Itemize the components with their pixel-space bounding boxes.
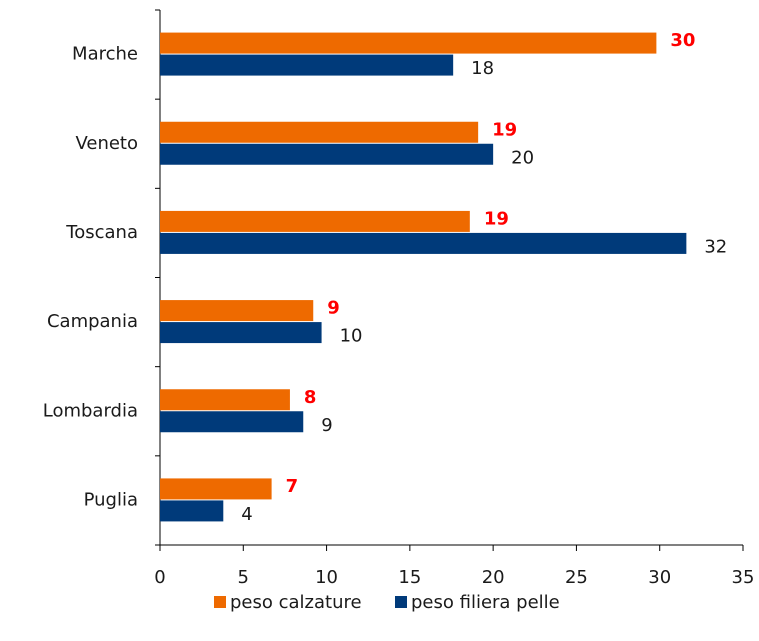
bar [160, 121, 479, 143]
bar [160, 322, 322, 344]
bar [160, 500, 224, 522]
y-tick-label: Lombardia [43, 400, 138, 421]
legend-label: peso calzature [230, 592, 362, 613]
bar [160, 389, 290, 411]
value-label: 19 [484, 208, 509, 229]
bar [160, 54, 454, 76]
x-tick-label: 0 [154, 567, 165, 588]
value-label: 20 [511, 147, 534, 168]
y-tick-label: Puglia [84, 489, 138, 510]
x-tick-label: 10 [315, 567, 338, 588]
x-tick-label: 20 [482, 567, 505, 588]
legend-swatch [395, 596, 407, 608]
legend-label: peso filiera pelle [411, 592, 560, 613]
value-label: 19 [492, 119, 517, 140]
bar [160, 210, 470, 232]
bar [160, 411, 304, 433]
x-tick-label: 30 [648, 567, 671, 588]
value-label: 10 [340, 326, 363, 347]
y-tick-label: Campania [47, 311, 138, 332]
bar [160, 232, 687, 254]
value-label: 30 [670, 30, 695, 51]
value-label: 18 [471, 58, 494, 79]
y-tick-label: Toscana [65, 222, 138, 243]
x-tick-label: 35 [732, 567, 755, 588]
legend-swatch [214, 596, 226, 608]
x-tick-label: 25 [565, 567, 588, 588]
bar [160, 478, 272, 500]
x-tick-label: 15 [398, 567, 421, 588]
value-label: 4 [241, 504, 252, 525]
bar [160, 300, 314, 322]
bar [160, 32, 657, 54]
x-tick-label: 5 [238, 567, 249, 588]
y-tick-label: Veneto [75, 133, 138, 154]
value-label: 9 [327, 298, 340, 319]
value-label: 9 [321, 415, 332, 436]
value-label: 8 [304, 387, 317, 408]
value-label: 7 [286, 476, 299, 497]
value-label: 32 [704, 236, 727, 257]
bar [160, 143, 494, 165]
y-tick-label: Marche [72, 44, 138, 65]
